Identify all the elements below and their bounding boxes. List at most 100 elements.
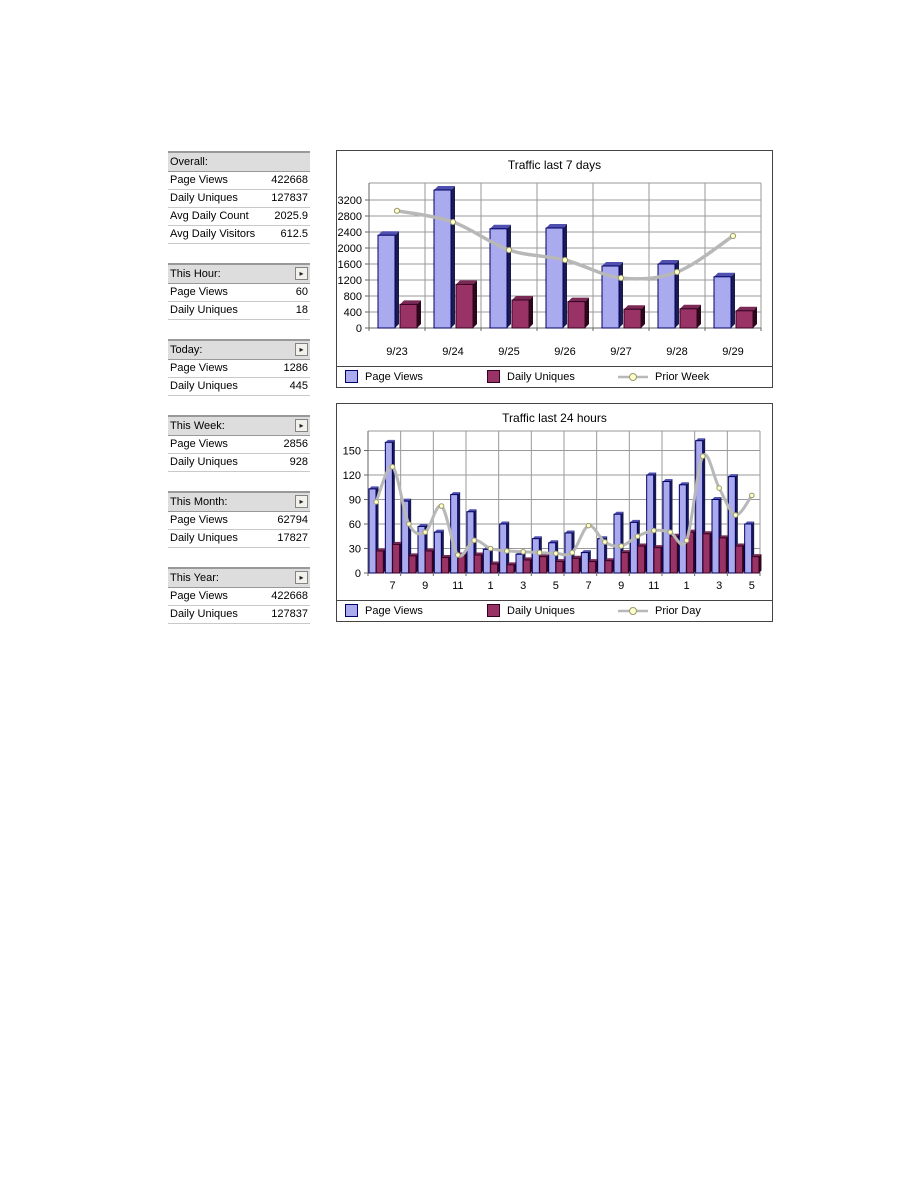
stat-row: Daily Uniques 127837 — [168, 606, 310, 624]
svg-text:3: 3 — [716, 580, 722, 592]
stat-label: Daily Uniques — [170, 532, 238, 544]
detail-arrow-icon: ▸ — [299, 420, 304, 430]
svg-text:7: 7 — [585, 580, 591, 592]
svg-text:1200: 1200 — [338, 275, 362, 287]
stat-section-today: Today: ▸ Page Views 1286 Daily Uniques 445 — [168, 339, 310, 396]
svg-text:0: 0 — [355, 568, 361, 580]
svg-text:30: 30 — [349, 544, 361, 556]
stat-value: 2856 — [283, 438, 308, 450]
stat-value: 445 — [289, 380, 308, 392]
stat-label: Page Views — [170, 514, 228, 526]
stat-value: 127837 — [271, 192, 308, 204]
prior-week-line-icon — [618, 373, 648, 381]
stat-value: 422668 — [271, 174, 308, 186]
stat-value: 2025.9 — [274, 210, 308, 222]
svg-text:800: 800 — [344, 291, 362, 303]
svg-text:7: 7 — [389, 580, 395, 592]
svg-text:9/27: 9/27 — [610, 346, 631, 358]
stat-row: Page Views 62794 — [168, 512, 310, 530]
stat-row: Daily Uniques 928 — [168, 454, 310, 472]
section-title: This Month: — [170, 496, 228, 508]
section-detail-button[interactable]: ▸ — [295, 343, 308, 356]
section-header-today: Today: ▸ — [168, 341, 310, 360]
stat-value: 1286 — [283, 362, 308, 374]
legend-label-daily-uniques: Daily Uniques — [507, 371, 575, 383]
detail-arrow-icon: ▸ — [299, 496, 304, 506]
legend-label-prior-day: Prior Day — [655, 605, 701, 617]
chart-title-last-24-hours: Traffic last 24 hours — [502, 411, 607, 425]
chart-canvas-last-7-days: 0 400 800 1200 1600 2000 2400 2800 3200 9/23 9/24 9… — [338, 182, 762, 358]
stat-value: 60 — [295, 286, 308, 298]
stat-row: Daily Uniques 18 — [168, 302, 310, 320]
legend-label-page-views: Page Views — [365, 605, 423, 617]
stat-row: Avg Daily Visitors 612.5 — [168, 226, 310, 244]
stat-row: Page Views 1286 — [168, 360, 310, 378]
stat-label: Page Views — [170, 438, 228, 450]
section-detail-button[interactable]: ▸ — [295, 495, 308, 508]
chart-legend-last-7-days: Page Views Daily Uniques Prior Week — [337, 366, 772, 387]
page-views-swatch — [345, 604, 358, 617]
svg-text:3200: 3200 — [338, 195, 362, 207]
stat-label: Page Views — [170, 286, 228, 298]
svg-text:5: 5 — [553, 580, 559, 592]
chart-panel-last-24-hours: 0 30 60 90 120 150 7 9 11 1 3 5 7 9 11 1 3 5 Traffic last… — [336, 403, 773, 622]
svg-text:9: 9 — [422, 580, 428, 592]
svg-text:11: 11 — [648, 580, 659, 592]
svg-text:1600: 1600 — [338, 259, 362, 271]
stat-label: Avg Daily Visitors — [170, 228, 256, 240]
svg-text:11: 11 — [452, 580, 463, 592]
detail-arrow-icon: ▸ — [299, 268, 304, 278]
svg-text:9/24: 9/24 — [442, 346, 463, 358]
stat-value: 17827 — [277, 532, 308, 544]
prior-day-line-icon — [618, 607, 648, 615]
detail-arrow-icon: ▸ — [299, 572, 304, 582]
svg-text:9/23: 9/23 — [386, 346, 407, 358]
stat-row: Page Views 2856 — [168, 436, 310, 454]
stat-section-overall: Overall: Page Views 422668 Daily Uniques 127… — [168, 151, 310, 244]
section-title: Today: — [170, 344, 203, 356]
stat-value: 18 — [295, 304, 308, 316]
stats-sidebar: Overall: Page Views 422668 Daily Uniques 127… — [168, 151, 310, 643]
svg-text:0: 0 — [356, 323, 362, 335]
stat-value: 422668 — [271, 590, 308, 602]
svg-text:9/29: 9/29 — [722, 346, 743, 358]
daily-uniques-swatch — [487, 370, 500, 383]
section-detail-button[interactable]: ▸ — [295, 419, 308, 432]
stat-label: Page Views — [170, 362, 228, 374]
section-title: This Hour: — [170, 268, 221, 280]
svg-text:9/28: 9/28 — [666, 346, 687, 358]
detail-arrow-icon: ▸ — [299, 344, 304, 354]
legend-label-daily-uniques: Daily Uniques — [507, 605, 575, 617]
section-title: This Year: — [170, 572, 219, 584]
stat-row: Daily Uniques 17827 — [168, 530, 310, 548]
svg-text:400: 400 — [344, 307, 362, 319]
stat-row: Page Views 60 — [168, 284, 310, 302]
svg-text:60: 60 — [349, 519, 361, 531]
stat-section-this-month: This Month: ▸ Page Views 62794 Daily Uniques… — [168, 491, 310, 548]
svg-text:120: 120 — [343, 470, 361, 482]
section-detail-button[interactable]: ▸ — [295, 571, 308, 584]
legend-label-prior-week: Prior Week — [655, 371, 710, 383]
stat-section-this-week: This Week: ▸ Page Views 2856 Daily Uniques 92… — [168, 415, 310, 472]
section-header-this-week: This Week: ▸ — [168, 417, 310, 436]
section-detail-button[interactable]: ▸ — [295, 267, 308, 280]
stat-value: 62794 — [277, 514, 308, 526]
svg-text:150: 150 — [343, 446, 361, 458]
chart-panel-last-7-days: 0 400 800 1200 1600 2000 2400 2800 3200 9/23 9/24 9… — [336, 150, 773, 388]
stat-value: 127837 — [271, 608, 308, 620]
stat-section-this-year: This Year: ▸ Page Views 422668 Daily Uniques… — [168, 567, 310, 624]
svg-text:5: 5 — [749, 580, 755, 592]
svg-text:9/25: 9/25 — [498, 346, 519, 358]
svg-text:90: 90 — [349, 495, 361, 507]
stat-label: Daily Uniques — [170, 456, 238, 468]
stat-label: Page Views — [170, 590, 228, 602]
section-header-this-month: This Month: ▸ — [168, 493, 310, 512]
chart-title-last-7-days: Traffic last 7 days — [507, 158, 602, 172]
stat-row: Daily Uniques 127837 — [168, 190, 310, 208]
stat-value: 928 — [289, 456, 308, 468]
stat-value: 612.5 — [280, 228, 308, 240]
stat-label: Avg Daily Count — [170, 210, 249, 222]
stat-label: Daily Uniques — [170, 608, 238, 620]
